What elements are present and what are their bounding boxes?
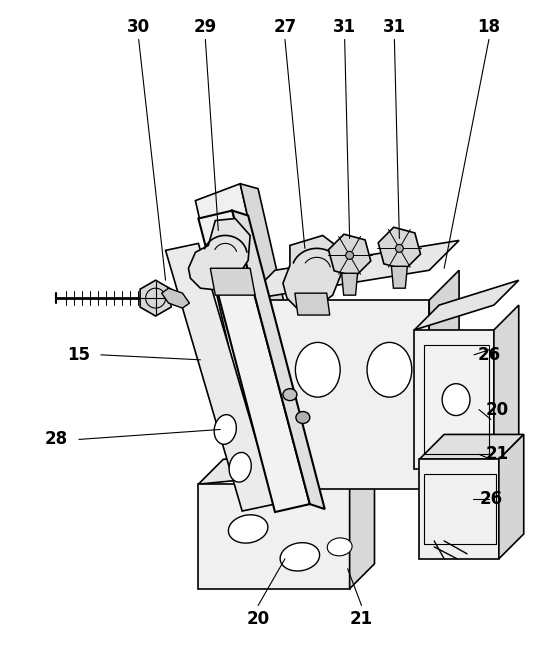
Text: 21: 21 bbox=[350, 609, 373, 628]
Ellipse shape bbox=[367, 342, 412, 397]
Polygon shape bbox=[414, 280, 519, 330]
Polygon shape bbox=[189, 219, 250, 290]
Polygon shape bbox=[195, 184, 310, 507]
Polygon shape bbox=[414, 330, 494, 469]
Text: 15: 15 bbox=[68, 346, 91, 364]
Text: 31: 31 bbox=[333, 17, 356, 36]
Polygon shape bbox=[199, 210, 310, 512]
Polygon shape bbox=[210, 269, 255, 295]
Polygon shape bbox=[419, 434, 524, 459]
Polygon shape bbox=[350, 459, 375, 589]
Text: 27: 27 bbox=[273, 17, 296, 36]
Polygon shape bbox=[166, 243, 275, 511]
Ellipse shape bbox=[228, 515, 268, 543]
Polygon shape bbox=[494, 305, 519, 469]
Text: 28: 28 bbox=[45, 430, 68, 448]
Ellipse shape bbox=[295, 342, 340, 397]
Polygon shape bbox=[328, 234, 371, 276]
Text: 30: 30 bbox=[127, 17, 150, 36]
Polygon shape bbox=[499, 434, 524, 559]
Ellipse shape bbox=[327, 538, 352, 556]
Ellipse shape bbox=[214, 415, 236, 444]
Polygon shape bbox=[199, 444, 375, 484]
Text: 20: 20 bbox=[485, 400, 508, 419]
Polygon shape bbox=[378, 227, 421, 270]
Polygon shape bbox=[342, 273, 358, 295]
Ellipse shape bbox=[283, 389, 297, 400]
Text: 26: 26 bbox=[477, 346, 500, 364]
Ellipse shape bbox=[442, 384, 470, 415]
Polygon shape bbox=[245, 241, 459, 300]
Text: 18: 18 bbox=[477, 17, 500, 36]
Polygon shape bbox=[429, 270, 459, 489]
Polygon shape bbox=[419, 459, 499, 559]
Text: 20: 20 bbox=[246, 609, 270, 628]
Ellipse shape bbox=[229, 452, 251, 482]
Polygon shape bbox=[199, 484, 350, 589]
Text: 21: 21 bbox=[485, 445, 508, 463]
Polygon shape bbox=[232, 210, 324, 509]
Polygon shape bbox=[140, 280, 171, 316]
Text: 31: 31 bbox=[383, 17, 406, 36]
Polygon shape bbox=[245, 300, 429, 489]
Ellipse shape bbox=[345, 252, 354, 259]
Polygon shape bbox=[240, 184, 328, 494]
Ellipse shape bbox=[296, 411, 310, 424]
Polygon shape bbox=[283, 236, 343, 308]
Polygon shape bbox=[392, 267, 408, 288]
Ellipse shape bbox=[280, 543, 320, 571]
Polygon shape bbox=[295, 293, 329, 315]
Ellipse shape bbox=[395, 245, 403, 252]
Text: 29: 29 bbox=[194, 17, 217, 36]
Text: 26: 26 bbox=[480, 490, 503, 508]
Polygon shape bbox=[162, 288, 189, 308]
